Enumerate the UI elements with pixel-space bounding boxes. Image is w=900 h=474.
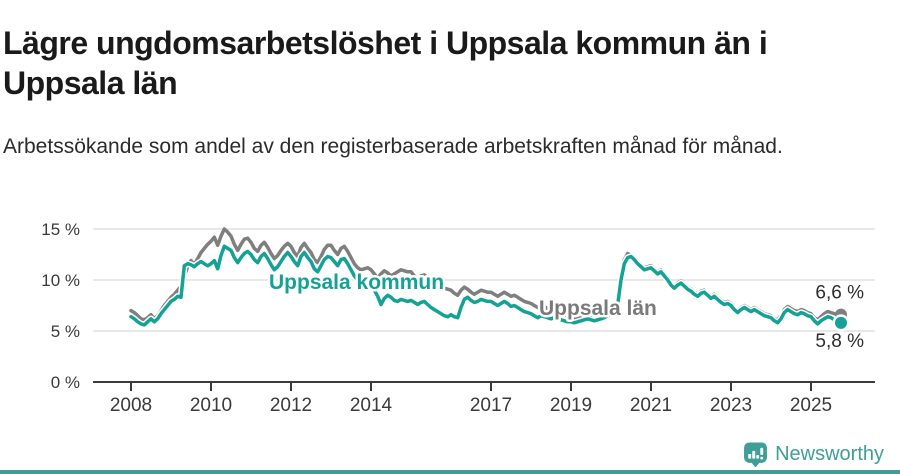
x-tick-label: 2021 xyxy=(630,395,672,416)
y-tick-label: 15 % xyxy=(41,220,80,239)
footer-brand: Newsworthy xyxy=(743,442,884,467)
y-tick-label: 5 % xyxy=(51,322,80,341)
end-dot-uppsala-kommun xyxy=(835,316,847,329)
x-tick-label: 2017 xyxy=(470,395,512,416)
x-tick-label: 2014 xyxy=(350,395,393,416)
y-tick-label: 10 % xyxy=(41,271,80,290)
x-tick-label: 2010 xyxy=(190,395,232,416)
series-casing-uppsala-kommun xyxy=(127,243,845,329)
x-tick-label: 2008 xyxy=(110,395,152,416)
brand-name: Newsworthy xyxy=(775,443,884,465)
brand-bottom-bar xyxy=(0,470,900,474)
page-title: Lägre ungdomsarbetslöshet i Uppsala komm… xyxy=(3,25,768,102)
newsworthy-logo-icon xyxy=(744,442,768,467)
x-tick-label: 2025 xyxy=(790,395,832,416)
y-tick-label: 0 % xyxy=(51,373,80,392)
chart-subtitle: Arbetssökande som andel av den registerb… xyxy=(3,135,783,158)
x-tick-label: 2012 xyxy=(270,395,312,416)
series-label-uppsala-kommun: Uppsala kommun xyxy=(269,271,444,294)
series-line-uppsala-kommun xyxy=(129,244,843,327)
x-tick-label: 2019 xyxy=(550,395,592,416)
end-value-label-uppsala-län: 6,6 % xyxy=(815,283,864,304)
x-tick-label: 2023 xyxy=(710,395,752,416)
end-value-label-uppsala-kommun: 5,8 % xyxy=(815,331,864,352)
series-label-uppsala-län: Uppsala län xyxy=(539,297,657,320)
